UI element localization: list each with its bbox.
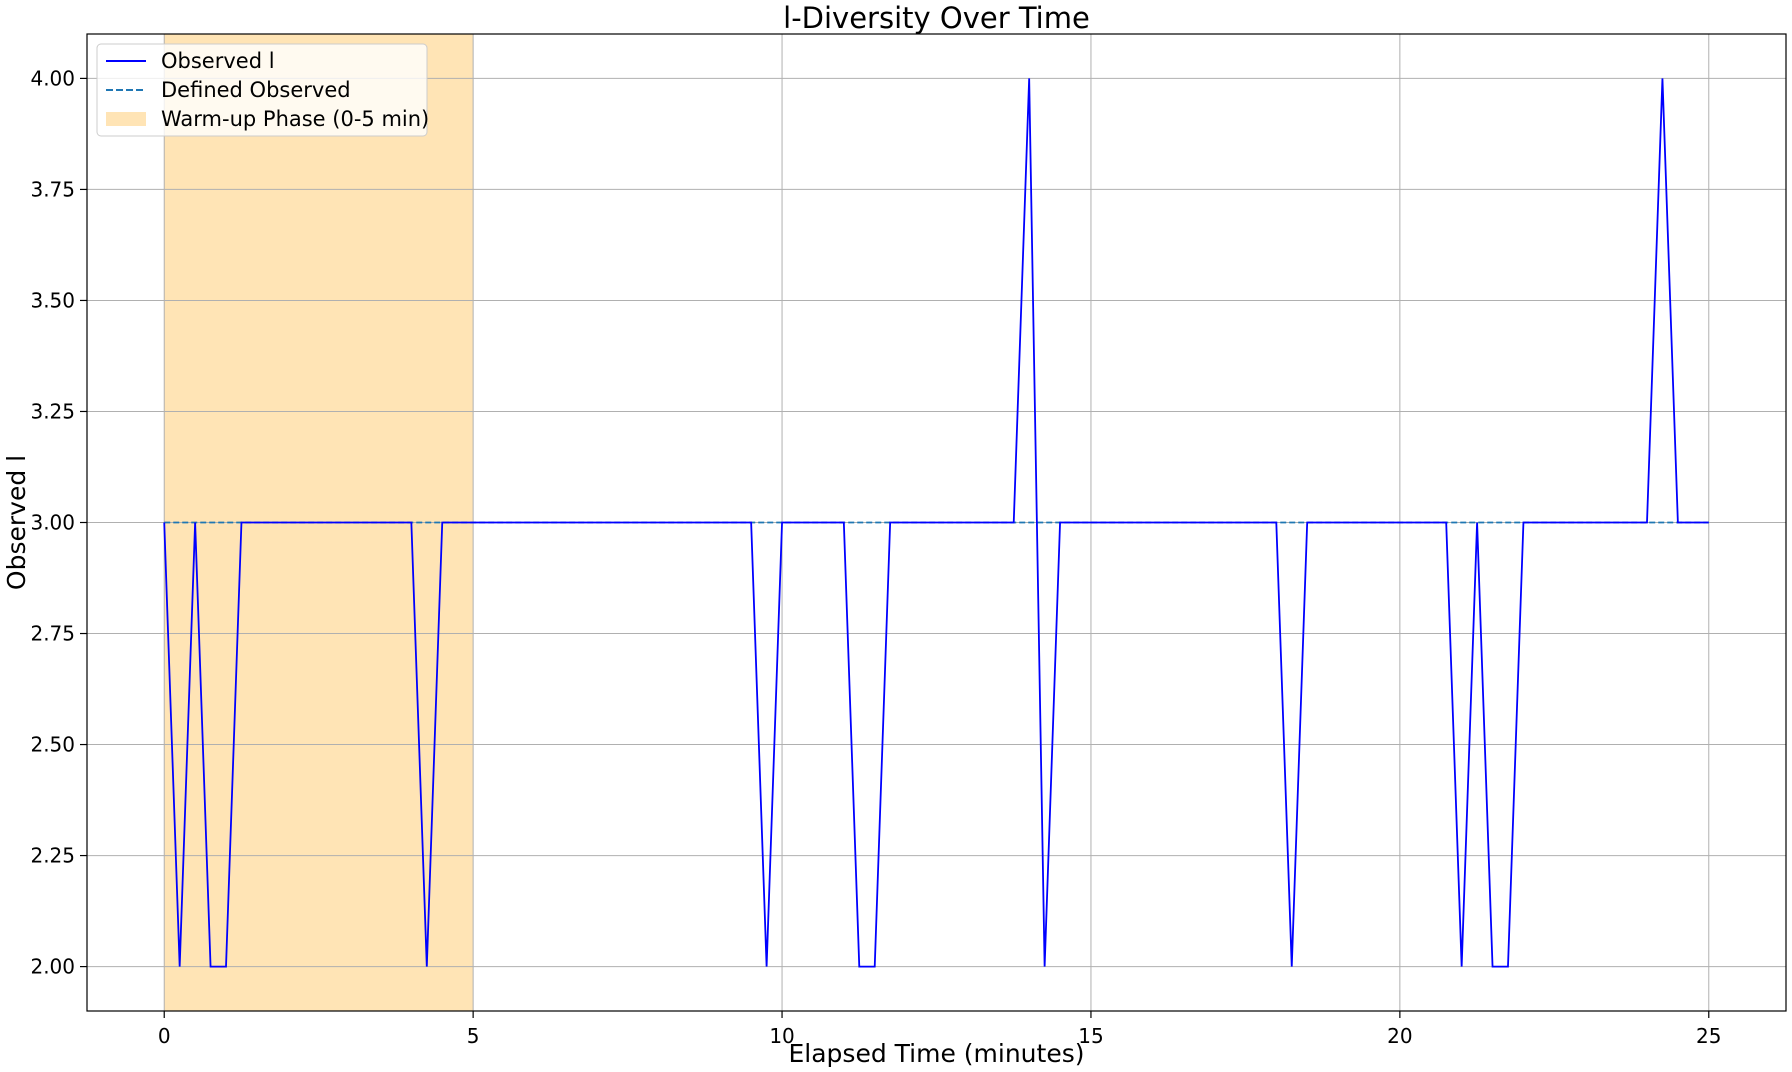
legend-box [96,43,428,137]
y-tick-label-3: 2.75 [30,622,75,646]
y-tick-label-0: 2.00 [30,955,75,979]
x-tick-label-1: 5 [467,1024,480,1048]
y-tick-label-5: 3.25 [30,399,75,423]
x-axis-ticks: 0 5 10 15 20 25 [158,1011,1721,1048]
x-tick-label-5: 25 [1696,1024,1721,1048]
x-tick-label-4: 20 [1387,1024,1412,1048]
legend-swatch-warmup [106,112,146,126]
legend-label-warmup: Warm-up Phase (0-5 min) [161,107,429,131]
legend: Observed l Defined Observed Warm-up Phas… [96,43,429,137]
y-axis-label: Observed l [2,455,31,590]
y-tick-label-6: 3.50 [30,288,75,312]
y-axis-ticks: 2.00 2.25 2.50 2.75 3.00 3.25 3.50 3.75 4.00 [30,66,87,979]
x-tick-label-0: 0 [158,1024,171,1048]
x-tick-label-3: 15 [1078,1024,1103,1048]
y-tick-label-2: 2.50 [30,733,75,757]
y-tick-label-4: 3.00 [30,511,75,535]
y-tick-label-8: 4.00 [30,66,75,90]
y-tick-label-7: 3.75 [30,177,75,201]
legend-label-observed: Observed l [161,49,275,73]
x-axis-label: Elapsed Time (minutes) [789,1039,1085,1068]
series-line-0 [163,78,1709,968]
series-layer [163,78,1709,968]
x-tick-label-2: 10 [769,1024,794,1048]
chart-title: l-Diversity Over Time [783,1,1090,35]
y-tick-label-1: 2.25 [30,844,75,868]
legend-label-defined: Defined Observed [161,78,351,102]
